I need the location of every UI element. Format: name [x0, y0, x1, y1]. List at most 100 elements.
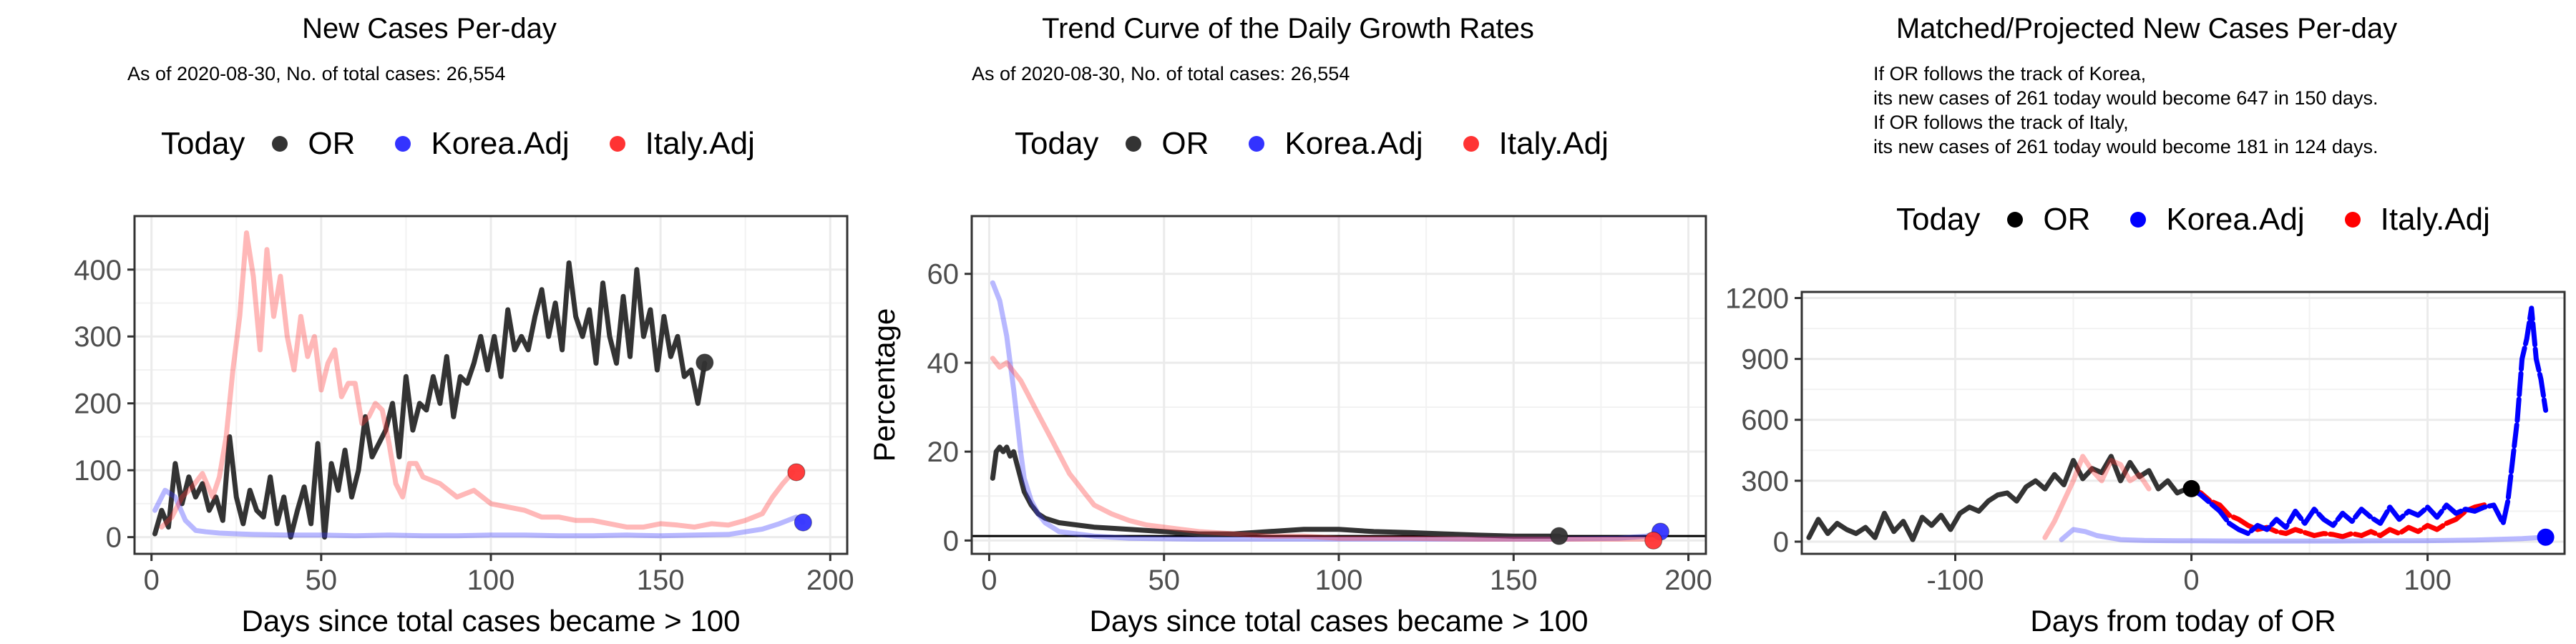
panel-projected-cases: Matched/Projected New Cases Per-day If O… — [1717, 0, 2576, 644]
legend-label-or: OR — [1161, 126, 1209, 161]
y-tick-label: 0 — [943, 525, 959, 557]
x-tick-label: 150 — [637, 565, 685, 596]
y-tick-label: 20 — [927, 436, 960, 468]
legend-dot-or — [272, 136, 288, 152]
x-tick-label: 50 — [1148, 565, 1180, 596]
legend-title: Today — [1015, 126, 1099, 161]
x-tick-label: 0 — [144, 565, 160, 596]
gridlines — [1802, 292, 2565, 554]
y-tick-label: 100 — [74, 455, 122, 487]
x-tick-label: 100 — [467, 565, 515, 596]
today-points — [696, 353, 812, 532]
legend-dot-korea — [2130, 212, 2147, 228]
series-line-italy-adj — [159, 230, 796, 530]
y-tick-label: 300 — [1741, 466, 1789, 497]
y-tick-label: 600 — [1741, 405, 1789, 436]
legend-label-or: OR — [308, 126, 356, 161]
today-point-korea-adj — [794, 513, 812, 532]
legend-dot-or — [1126, 136, 1142, 152]
today-point-or — [2182, 479, 2200, 497]
x-tick-label: 100 — [2404, 565, 2451, 596]
today-point-italy-adj — [1644, 531, 1663, 550]
x-tick-label: 100 — [1315, 565, 1363, 596]
axes: 0 50 100 150 200 0 20 40 60 — [927, 259, 1712, 596]
chart-subtitle: As of 2020-08-30, No. of total cases: 26… — [972, 63, 1350, 84]
panel-new-cases: New Cases Per-day As of 2020-08-30, No. … — [0, 0, 859, 644]
x-axis-title: Days since total cases became > 100 — [1090, 604, 1589, 638]
legend-label-or: OR — [2043, 202, 2091, 237]
legend: Today OR Korea.Adj Italy.Adj — [1896, 202, 2530, 238]
y-tick-label: 1200 — [1725, 283, 1789, 315]
y-tick-label: 900 — [1741, 344, 1789, 376]
series-line-italy-adj — [2189, 486, 2487, 540]
x-tick-label: 0 — [981, 565, 997, 596]
today-point-korea-adj — [2537, 528, 2555, 546]
y-axis-title: Percentage — [867, 308, 901, 462]
y-tick-label: 60 — [927, 259, 960, 291]
legend-dot-italy — [1463, 136, 1479, 152]
y-tick-label: 400 — [74, 255, 122, 286]
x-tick-label: 150 — [1490, 565, 1538, 596]
y-tick-label: 300 — [74, 321, 122, 353]
legend: Today OR Korea.Adj Italy.Adj — [1015, 126, 1649, 162]
legend: Today OR Korea.Adj Italy.Adj — [161, 126, 795, 162]
x-tick-label: -100 — [1926, 565, 1984, 596]
legend-dot-korea — [1249, 136, 1265, 152]
x-axis-title: Days since total cases became > 100 — [242, 604, 741, 638]
legend-dot-korea — [395, 136, 411, 152]
legend-dot-italy — [2344, 212, 2361, 228]
annotation-korea-1: If OR follows the track of Korea, — [1873, 63, 2147, 84]
legend-title: Today — [161, 126, 245, 161]
x-tick-label: 50 — [306, 565, 338, 596]
axes: -100 0 100 0 300 600 900 1200 — [1725, 283, 2451, 596]
annotation-italy-1: If OR follows the track of Italy, — [1873, 112, 2129, 133]
legend-label-italy: Italy.Adj — [1498, 126, 1609, 161]
y-tick-label: 0 — [106, 522, 122, 554]
series-line-korea-adj-matched-history- — [2059, 527, 2549, 544]
y-tick-label: 0 — [1773, 527, 1789, 558]
axes: 0 50 100 150 200 0 100 200 300 400 — [74, 255, 854, 596]
series-line-korea-adj — [152, 487, 806, 539]
today-points — [1550, 522, 1669, 550]
y-tick-label: 200 — [74, 389, 122, 420]
legend-dot-or — [2007, 212, 2024, 228]
annotation-italy-2: its new cases of 261 today would become … — [1873, 136, 2379, 157]
series-line-or — [152, 260, 708, 540]
legend-title: Today — [1896, 202, 1981, 237]
chart-plot: 0 50 100 150 200 0 100 200 300 400 Days since tota… — [74, 215, 854, 638]
chart-subtitle: As of 2020-08-30, No. of total cases: 26… — [127, 63, 506, 84]
series-line-korea-adj — [2189, 306, 2549, 537]
y-tick-label: 40 — [927, 348, 960, 379]
legend-dot-italy — [609, 136, 625, 152]
today-point-italy-adj — [787, 463, 806, 482]
series-line-or — [990, 444, 1562, 539]
series-group — [1806, 306, 2549, 544]
today-point-or — [696, 353, 714, 372]
series-group — [972, 280, 1706, 542]
series-line-italy-adj — [990, 356, 1657, 542]
today-points — [2182, 479, 2555, 546]
chart-title: Matched/Projected New Cases Per-day — [1896, 13, 2398, 44]
series-line-or — [1806, 454, 2195, 542]
annotation-korea-2: its new cases of 261 today would become … — [1873, 87, 2379, 109]
x-axis-title: Days from today of OR — [2030, 604, 2336, 638]
series-line-italy-adj-matched-history- — [2042, 454, 2152, 540]
plot-frame — [1800, 291, 2566, 555]
x-tick-label: 0 — [2183, 565, 2199, 596]
legend-label-korea: Korea.Adj — [2166, 202, 2305, 237]
chart-plot: -100 0 100 0 300 600 900 1200 Days from today of… — [1725, 283, 2566, 638]
series-line-korea-adj — [990, 280, 1663, 542]
legend-label-korea: Korea.Adj — [431, 126, 570, 161]
legend-label-italy: Italy.Adj — [2380, 202, 2490, 237]
series-group — [152, 230, 806, 540]
today-point-or — [1550, 527, 1568, 545]
x-tick-label: 200 — [806, 565, 854, 596]
chart-title: Trend Curve of the Daily Growth Rates — [1042, 13, 1534, 44]
x-tick-label: 200 — [1664, 565, 1712, 596]
chart-plot: 0 50 100 150 200 0 20 40 60 Days since total case… — [867, 215, 1712, 638]
legend-label-italy: Italy.Adj — [645, 126, 755, 161]
chart-title: New Cases Per-day — [302, 13, 557, 44]
gridlines — [972, 216, 1706, 554]
panel-growth-rates: Trend Curve of the Daily Growth Rates As… — [859, 0, 1717, 644]
legend-label-korea: Korea.Adj — [1284, 126, 1423, 161]
